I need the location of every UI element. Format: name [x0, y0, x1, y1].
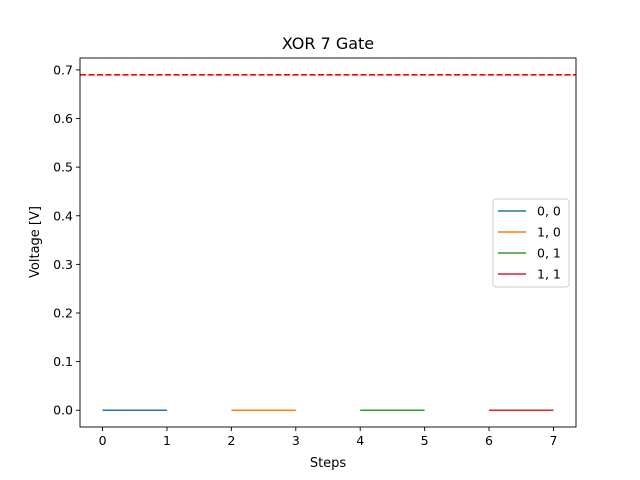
legend-label-1: 1, 0: [537, 225, 561, 240]
x-tick-label-4: 4: [356, 433, 364, 448]
y-tick-label-7: 0.7: [53, 62, 73, 77]
plot-area: 0 1 2 3 4 5 6 7 0.0 0.1 0.2 0.3 0.4 0.5 0.6 0.7: [53, 57, 577, 448]
y-tick-label-6: 0.6: [53, 111, 73, 126]
y-tick-label-4: 0.4: [53, 208, 73, 223]
axes-frame: [79, 57, 577, 428]
x-tick-label-5: 5: [421, 433, 429, 448]
x-axis-label: Steps: [310, 456, 347, 471]
legend-box: [492, 198, 570, 288]
y-tick-label-3: 0.3: [53, 257, 73, 272]
x-tick-label-2: 2: [227, 433, 235, 448]
legend-label-2: 0, 1: [537, 246, 561, 261]
y-axis-label: Voltage [V]: [28, 206, 43, 278]
x-tick-label-3: 3: [292, 433, 300, 448]
y-tick-label-2: 0.2: [53, 305, 73, 320]
chart-title: XOR 7 Gate: [282, 34, 374, 53]
x-tick-label-1: 1: [163, 433, 171, 448]
x-tick-label-6: 6: [485, 433, 493, 448]
x-tick-label-0: 0: [99, 433, 107, 448]
y-tick-label-0: 0.0: [53, 403, 73, 418]
legend-label-0: 0, 0: [537, 204, 561, 219]
y-tick-label-5: 0.5: [53, 160, 73, 175]
legend-label-3: 1, 1: [537, 267, 561, 282]
x-tick-label-7: 7: [549, 433, 557, 448]
y-tick-label-1: 0.1: [53, 354, 73, 369]
legend: 0, 0 1, 0 0, 1 1, 1: [492, 198, 570, 288]
